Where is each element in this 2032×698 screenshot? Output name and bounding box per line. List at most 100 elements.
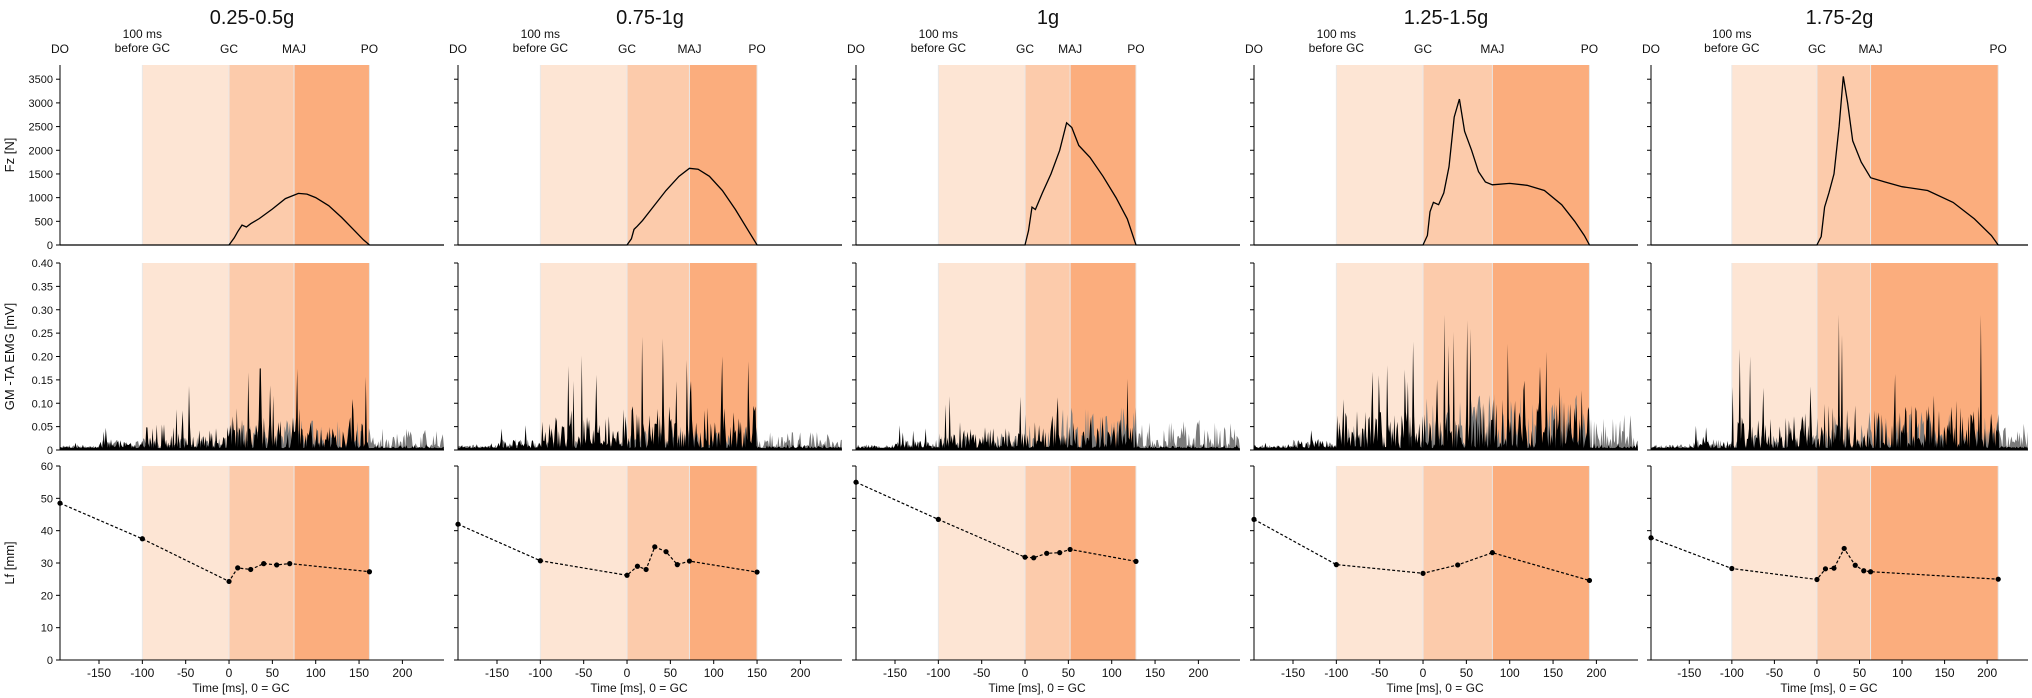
phase-band-contact xyxy=(627,65,690,245)
lf-point xyxy=(643,566,649,573)
lf-line xyxy=(855,481,1137,562)
event-label-pre: 100 ms before GC xyxy=(115,27,171,55)
phase-band-push xyxy=(689,65,758,245)
lf-point xyxy=(1841,545,1847,552)
x-tick-label: -150 xyxy=(485,666,509,680)
force-curve xyxy=(1651,76,2028,246)
phase-band-pre xyxy=(938,263,1026,450)
phase-band-pre xyxy=(142,466,230,660)
y-tick-label: 3500 xyxy=(29,74,53,86)
event-label-gc: GC xyxy=(1808,42,1826,56)
phase-band-pre xyxy=(540,65,628,245)
lf-point xyxy=(674,562,680,568)
x-tick-label: -100 xyxy=(1324,666,1348,680)
row-emg: 0 0.05 0.10 0.15 0.20 0.25 0.30 0.35 0.40 GM -TA … xyxy=(2,258,444,457)
force-curve xyxy=(60,192,444,246)
event-label-do: DO xyxy=(1245,42,1263,56)
x-tick-label: 150 xyxy=(1935,666,1955,680)
x-tick-label: -50 xyxy=(575,666,593,680)
force-curve xyxy=(856,121,1240,246)
phase-band-push xyxy=(1492,466,1590,660)
lf-point xyxy=(235,565,241,571)
y-axis-label-lf: Lf [mm] xyxy=(2,541,17,584)
x-tick-label: 200 xyxy=(392,666,412,680)
phase-band-pre xyxy=(1731,263,1817,450)
y-tick-label: 1000 xyxy=(29,193,53,205)
event-label-maj: MAJ xyxy=(677,42,701,56)
event-label-po: PO xyxy=(1990,42,2007,56)
lf-point xyxy=(1022,554,1028,560)
lf-point xyxy=(1489,550,1495,556)
phase-band-pre xyxy=(938,466,1026,660)
phase-band-push xyxy=(1870,263,1999,450)
lf-point xyxy=(1729,565,1735,572)
phase-band-push xyxy=(689,466,758,660)
y-tick-label: 60 xyxy=(41,461,53,473)
x-tick-label: 200 xyxy=(1586,666,1606,680)
x-tick-label: 150 xyxy=(747,666,767,680)
phase-band-contact xyxy=(627,263,690,450)
event-label-do: DO xyxy=(847,42,865,56)
lf-point xyxy=(624,572,630,578)
phase-band-contact xyxy=(1025,466,1071,660)
x-tick-label: -50 xyxy=(1766,666,1784,680)
event-label-gc: GC xyxy=(1414,42,1432,56)
lf-line xyxy=(1253,518,1590,582)
lf-point xyxy=(1814,576,1820,583)
x-tick-label: 0 xyxy=(624,666,631,680)
row-fz xyxy=(1647,65,2028,246)
lf-point xyxy=(1831,565,1837,571)
phase-band-push xyxy=(294,263,370,450)
lf-point xyxy=(1455,562,1461,568)
x-tick-label: 100 xyxy=(1500,666,1520,680)
x-tick-label: -50 xyxy=(1371,666,1389,680)
lf-point xyxy=(652,544,658,550)
x-tick-label: 200 xyxy=(1188,666,1208,680)
y-tick-label: 30 xyxy=(41,558,53,570)
row-fz: 0 500 1000 1500 2000 2500 3000 3500 Fz [N] xyxy=(2,65,444,252)
x-axis-label: Time [ms], 0 = GC xyxy=(590,681,688,695)
event-label-pre: 100 ms before GC xyxy=(513,27,569,55)
row-emg xyxy=(454,262,842,451)
x-tick-label: 100 xyxy=(1892,666,1912,680)
event-label-pre: 100 ms before GC xyxy=(1309,27,1365,55)
emg-gm-trace xyxy=(458,336,842,450)
event-label-po: PO xyxy=(748,42,765,56)
lf-point xyxy=(1861,568,1867,574)
x-tick-label: -150 xyxy=(1677,666,1701,680)
x-tick-label: 50 xyxy=(1853,666,1867,680)
lf-point xyxy=(1852,562,1858,568)
lf-point xyxy=(935,516,941,522)
y-tick-label: 0.10 xyxy=(32,398,53,410)
panel-4: 1.25-1.5g DO 100 ms before GC GC MAJ PO -150 -10… xyxy=(1245,7,1638,695)
x-tick-label: 50 xyxy=(266,666,280,680)
lf-point xyxy=(274,562,280,568)
lf-point xyxy=(663,549,669,555)
lf-point xyxy=(139,536,145,542)
x-tick-label: 0 xyxy=(1022,666,1029,680)
row-lf: -150 -100 -50 0 50 100 150 200 Time [ms], 0 = GC xyxy=(1250,465,1638,695)
lf-point xyxy=(1044,550,1050,556)
lf-point xyxy=(366,569,373,575)
panel-3: 1g DO 100 ms before GC GC MAJ PO -150 -100 -50 0 50… xyxy=(847,7,1240,695)
panel-title: 0.25-0.5g xyxy=(210,7,295,29)
phase-band-push xyxy=(294,466,370,660)
x-tick-label: 100 xyxy=(704,666,724,680)
lf-point xyxy=(1333,562,1339,568)
x-tick-label: -150 xyxy=(87,666,111,680)
lf-point xyxy=(1822,566,1829,572)
phase-band-contact xyxy=(1816,263,1871,450)
event-label-do: DO xyxy=(51,42,69,56)
phase-band-contact xyxy=(229,65,295,245)
phase-band-push xyxy=(689,263,758,450)
phase-band-contact xyxy=(1423,65,1493,245)
event-label-do: DO xyxy=(449,42,467,56)
phase-band-pre xyxy=(1336,65,1424,245)
phase-band-contact xyxy=(1025,263,1071,450)
lf-point xyxy=(1031,555,1037,561)
lf-point xyxy=(1420,570,1426,576)
y-tick-label: 3000 xyxy=(29,98,53,110)
row-emg xyxy=(852,262,1240,451)
